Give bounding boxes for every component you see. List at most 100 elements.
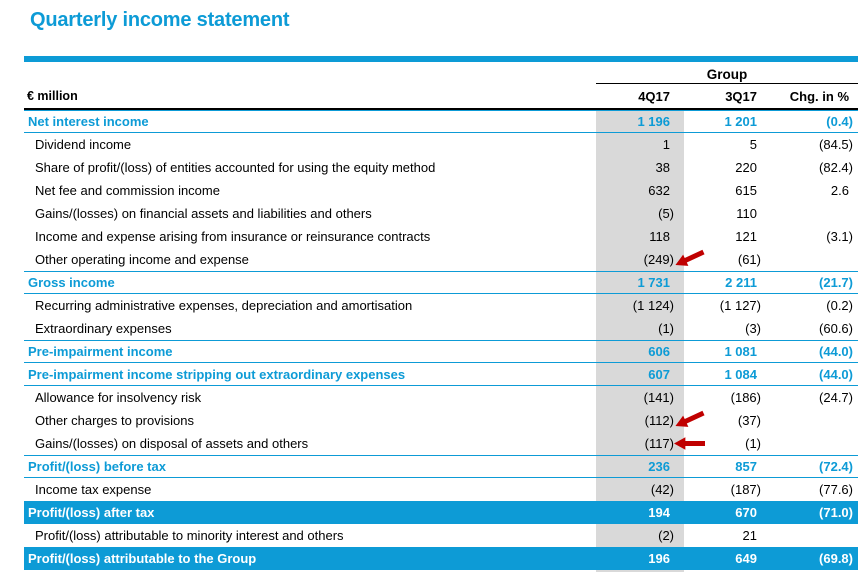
- row-label: Net fee and commission income: [35, 183, 220, 198]
- cell-q3: 615: [684, 183, 770, 198]
- cell-q3: 220: [684, 160, 770, 175]
- cell-q3: (3): [684, 321, 770, 336]
- cell-value: 1: [662, 137, 670, 152]
- cell-value: (77.6): [819, 482, 853, 497]
- cell-value: 2.6: [830, 183, 849, 198]
- table-row: Other charges to provisions (112) (37): [24, 409, 858, 432]
- column-header-3q17: 3Q17: [725, 88, 757, 104]
- cell-value: (112): [644, 413, 674, 428]
- cell-q3: 1 084: [684, 367, 770, 382]
- column-header-4q17: 4Q17: [638, 88, 670, 104]
- cell-value: 649: [735, 551, 757, 566]
- cell-value: 1 196: [637, 114, 670, 129]
- cell-value: (21.7): [819, 275, 853, 290]
- cell-q4: 196: [596, 551, 684, 566]
- cell-q4: (249): [596, 252, 684, 267]
- row-label: Profit/(loss) attributable to the Group: [28, 551, 257, 566]
- cell-q3: (1 127): [684, 298, 770, 313]
- cell-q4: 38: [596, 160, 684, 175]
- table-row: Net interest income 1 196 1 201 (0.4): [24, 110, 858, 133]
- cell-value: 1 084: [724, 366, 757, 382]
- cell-value: 606: [648, 344, 670, 359]
- table-rows: Net interest income 1 196 1 201 (0.4) Divide…: [24, 110, 858, 572]
- row-label: Profit/(loss) attributable to minority i…: [35, 528, 344, 543]
- cell-value: (5): [658, 206, 674, 221]
- cell-chg: (21.7): [770, 275, 858, 290]
- row-label: Pre-impairment income: [28, 344, 173, 359]
- cell-value: (84.5): [819, 137, 853, 152]
- cell-value: 1 081: [724, 344, 757, 359]
- cell-value: 607: [648, 366, 670, 382]
- cell-value: (1 127): [719, 298, 761, 313]
- cell-value: 194: [648, 505, 670, 520]
- cell-q4: (141): [596, 390, 684, 405]
- cell-value: (3.1): [826, 229, 853, 244]
- top-accent-rule: [24, 56, 858, 62]
- red-arrow-icon: [673, 246, 707, 271]
- cell-value: (141): [643, 390, 674, 405]
- row-label: Profit/(loss) after tax: [28, 505, 155, 520]
- column-header-chg: Chg. in %: [789, 88, 849, 104]
- cell-q4: (1): [596, 321, 684, 336]
- table-row: Gains/(losses) on disposal of assets and…: [24, 432, 858, 455]
- group-header-label: Group: [706, 67, 748, 82]
- table-row: Profit/(loss) after tax 194 670 (71.0): [24, 501, 858, 524]
- row-label: Gains/(losses) on financial assets and l…: [35, 206, 372, 221]
- cell-value: (69.8): [819, 551, 853, 566]
- row-label: Pre-impairment income stripping out extr…: [28, 366, 406, 382]
- row-label: Dividend income: [35, 137, 132, 152]
- cell-q3: 21: [684, 528, 770, 543]
- cell-q3: 2 211: [684, 275, 770, 290]
- cell-q4: 606: [596, 344, 684, 359]
- row-label: Allowance for insolvency risk: [35, 390, 202, 405]
- cell-value: (1): [658, 321, 674, 336]
- red-arrow-icon: [674, 437, 705, 450]
- cell-q3: 649: [684, 551, 770, 566]
- cell-chg: (0.2): [770, 298, 858, 313]
- cell-q4: 607: [596, 367, 684, 382]
- cell-value: (82.4): [819, 160, 853, 175]
- row-label: Profit/(loss) before tax: [28, 459, 166, 474]
- cell-q4: 1 731: [596, 275, 684, 290]
- cell-chg: (44.0): [770, 344, 858, 359]
- cell-q4: 632: [596, 183, 684, 198]
- group-underline-rule: [596, 82, 858, 84]
- table-row: Other operating income and expense (249) (…: [24, 248, 858, 271]
- cell-chg: (84.5): [770, 137, 858, 152]
- cell-value: 1 201: [724, 114, 757, 129]
- cell-value: 21: [742, 528, 757, 543]
- cell-q4: 1: [596, 137, 684, 152]
- table-row: Pre-impairment income 606 1 081 (44.0): [24, 340, 858, 363]
- table-row: Gains/(losses) on financial assets and l…: [24, 202, 858, 225]
- cell-value: (44.0): [819, 366, 853, 382]
- column-header-row: € million 4Q17 3Q17 Chg. in %: [24, 84, 858, 110]
- row-label: Recurring administrative expenses, depre…: [35, 298, 413, 313]
- cell-q3: 670: [684, 505, 770, 520]
- cell-value: 632: [648, 183, 670, 198]
- cell-chg: (82.4): [770, 160, 858, 175]
- cell-value: (44.0): [819, 344, 853, 359]
- cell-q4: (112): [596, 413, 684, 428]
- cell-value: 121: [735, 229, 757, 244]
- table-row: Share of profit/(loss) of entities accou…: [24, 156, 858, 179]
- row-label: Income tax expense: [35, 482, 152, 497]
- cell-value: (72.4): [819, 459, 853, 474]
- group-header-row: Group: [24, 62, 858, 84]
- cell-value: (24.7): [819, 390, 853, 405]
- cell-chg: (44.0): [770, 367, 858, 382]
- table-row: Dividend income 1 5 (84.5): [24, 133, 858, 156]
- highlight-column-4q17: [596, 110, 684, 572]
- cell-value: 196: [648, 551, 670, 566]
- cell-value: 110: [736, 206, 757, 221]
- cell-q3: 1 201: [684, 114, 770, 129]
- cell-q3: 121: [684, 229, 770, 244]
- cell-chg: (24.7): [770, 390, 858, 405]
- row-label: Income and expense arising from insuranc…: [35, 229, 431, 244]
- cell-q3: 857: [684, 459, 770, 474]
- table-row: Gross income 1 731 2 211 (21.7): [24, 271, 858, 294]
- cell-chg: (3.1): [770, 229, 858, 244]
- cell-value: (1 124): [632, 298, 674, 313]
- cell-value: (117): [644, 436, 674, 451]
- cell-value: (1): [745, 436, 761, 451]
- cell-q3: 5: [684, 137, 770, 152]
